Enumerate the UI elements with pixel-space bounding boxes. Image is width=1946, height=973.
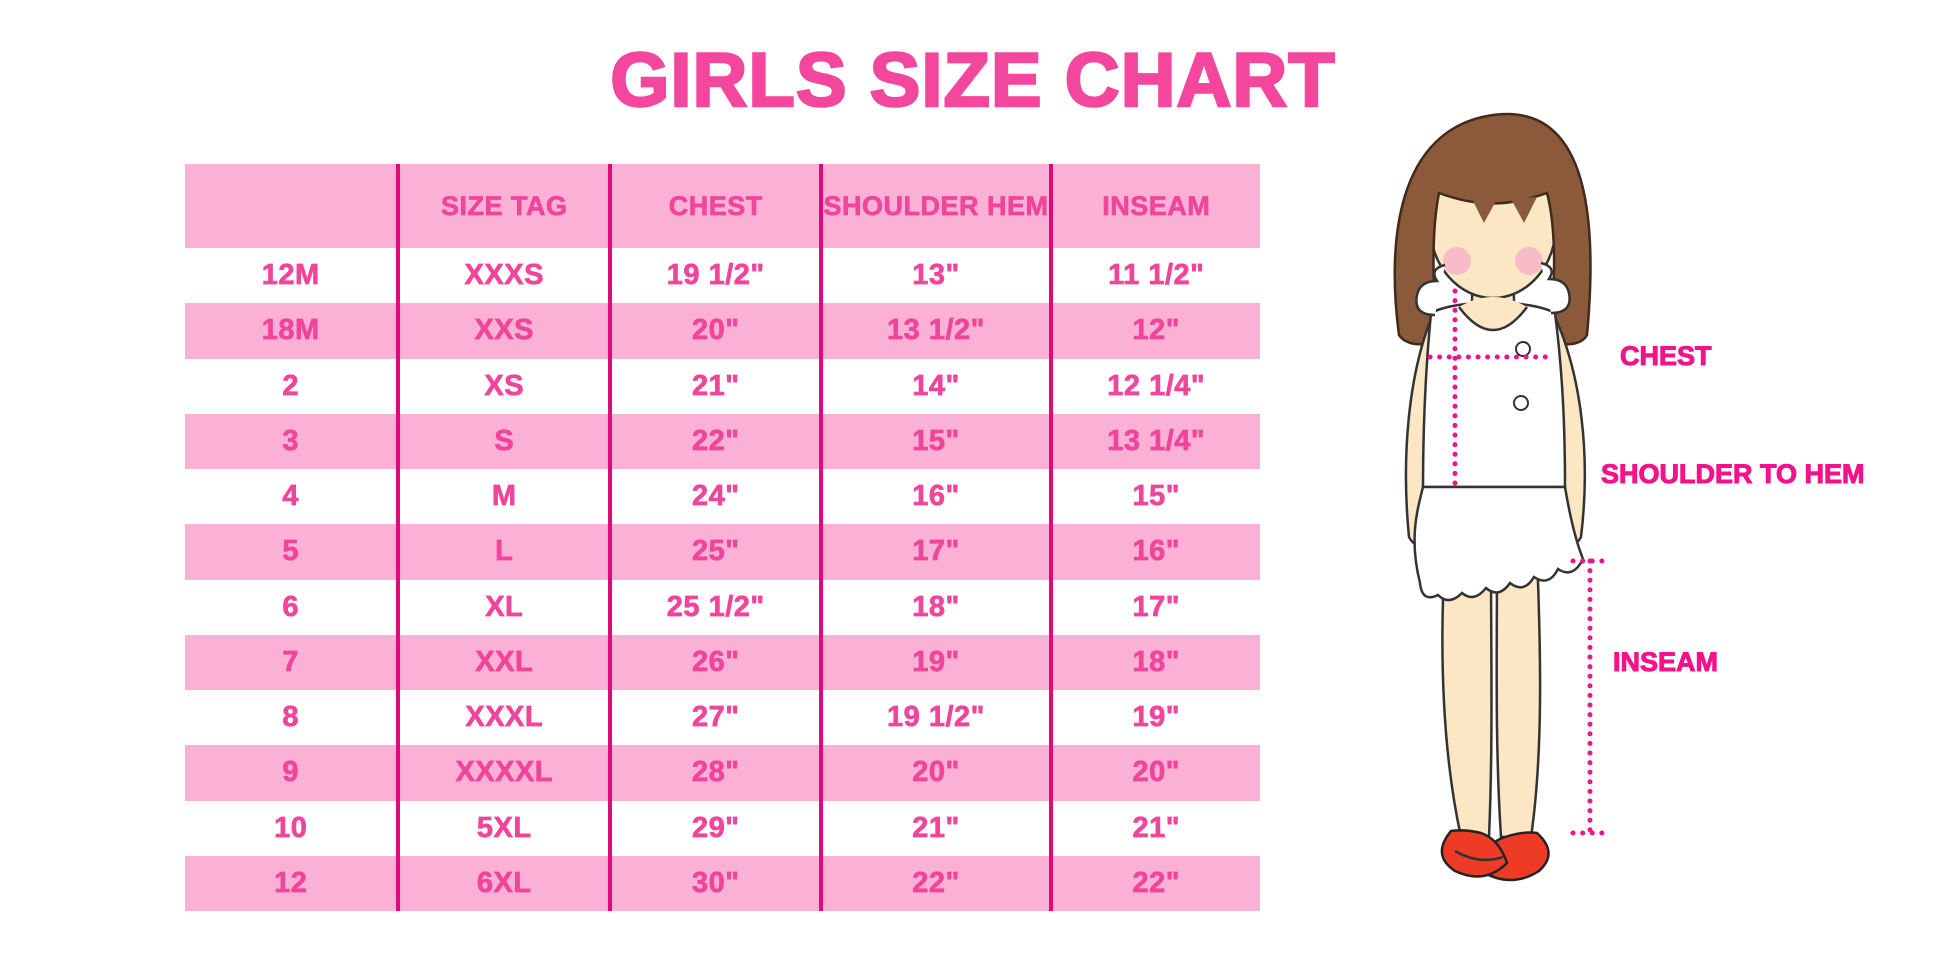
row-size-label: 8 (282, 701, 300, 734)
table-cell: XXL (396, 634, 608, 690)
blush-right (1515, 247, 1543, 275)
table-cell: 19 1/2" (819, 690, 1048, 746)
row-size-label: 7 (185, 634, 397, 690)
table-cell: 6XL (396, 855, 608, 911)
table-cell: 22" (1048, 855, 1260, 911)
table-cell: 16" (819, 469, 1048, 525)
table-cell: 24" (607, 469, 820, 525)
table-cell: M (396, 469, 608, 525)
girl-illustration (1393, 112, 1610, 882)
row-size-label: 10 (274, 811, 308, 844)
table-cell: 30" (607, 855, 820, 911)
inseam-label: INSEAM (1612, 647, 1719, 678)
shoulder-to-hem-label: SHOULDER TO HEM (1601, 459, 1866, 490)
row-size-label: 9 (185, 745, 397, 801)
table-cell: 27" (607, 690, 820, 746)
shoe-left (1440, 829, 1509, 878)
table-cell: 12" (1048, 303, 1260, 359)
table-cell: XL (396, 579, 608, 635)
table-cell: L (396, 524, 608, 580)
table-cell: XXXXL (396, 745, 608, 801)
table-cell: 28" (607, 745, 820, 801)
shoulder-ruffle-left (1415, 263, 1446, 317)
table-cell: 22" (607, 413, 820, 469)
table-cell: 18" (1048, 634, 1260, 690)
column-header: CHEST (607, 164, 820, 248)
size-table: SIZE TAG CHEST SHOULDER HEM INSEAM 12M XXXS 19… (185, 164, 1260, 911)
table-cell: 15" (819, 413, 1049, 469)
table-cell: 17" (1048, 579, 1261, 635)
table-cell: 17" (819, 524, 1049, 580)
table-cell: 18" (819, 579, 1048, 635)
table-cell: 15" (1048, 469, 1261, 525)
table-cell: 25" (607, 524, 820, 580)
column-header: INSEAM (1048, 164, 1260, 248)
row-size-label: 2 (282, 369, 300, 402)
column-header (185, 164, 397, 248)
hair-bang-tuft (1511, 197, 1537, 223)
table-cell: XXXL (396, 690, 608, 746)
row-size-label: 4 (282, 480, 300, 513)
table-cell: 19" (1048, 690, 1261, 746)
table-cell: XS (396, 358, 608, 414)
table-cell: XXXS (396, 248, 608, 304)
table-cell: 22" (819, 855, 1049, 911)
table-cell: 19" (819, 634, 1049, 690)
table-cell: 20" (607, 303, 820, 359)
shoe-strap (1454, 849, 1504, 862)
leg-right (1495, 553, 1542, 839)
table-cell: 12 1/4" (1048, 358, 1261, 414)
row-size-label: 12 (185, 855, 397, 911)
skirt (1413, 485, 1585, 602)
row-size-label: 5 (185, 524, 397, 580)
table-cell: S (396, 413, 608, 469)
table-cell: 14" (819, 358, 1048, 414)
table-cell: 19 1/2" (607, 248, 820, 304)
row-size-label: 3 (185, 413, 397, 469)
row-size-label: 18M (185, 303, 397, 359)
table-cell: 16" (1048, 524, 1260, 580)
table-cell: 11 1/2" (1048, 248, 1261, 304)
table-cell: 13 1/2" (819, 303, 1049, 359)
table-cell: 21" (1048, 800, 1261, 856)
row-size-label: 6 (282, 590, 300, 623)
table-cell: 21" (607, 358, 820, 414)
blush-left (1443, 247, 1471, 275)
table-cell: 21" (819, 800, 1048, 856)
button-bottom (1513, 395, 1529, 411)
row-size-label: 12M (261, 259, 320, 292)
shoulder-ruffle-right (1540, 261, 1571, 315)
table-cell: 26" (607, 634, 820, 690)
table-cell: 25 1/2" (607, 579, 820, 635)
table-cell: XXS (396, 303, 608, 359)
button-top (1515, 341, 1531, 357)
chest-label: CHEST (1620, 341, 1713, 372)
table-cell: 13 1/4" (1048, 413, 1260, 469)
table-cell: 13" (819, 248, 1048, 304)
table-cell: 20" (1048, 745, 1260, 801)
neckline-outline (1457, 306, 1529, 332)
page-title: GIRLS SIZE CHART (609, 37, 1336, 125)
neckline-skin (1459, 297, 1527, 330)
table-cell: 29" (607, 800, 820, 856)
table-cell: 5XL (396, 800, 608, 856)
hair-bang-tuft (1471, 197, 1497, 223)
column-header: SHOULDER HEM (819, 164, 1049, 248)
column-header: SIZE TAG (396, 164, 608, 248)
table-cell: 20" (819, 745, 1049, 801)
